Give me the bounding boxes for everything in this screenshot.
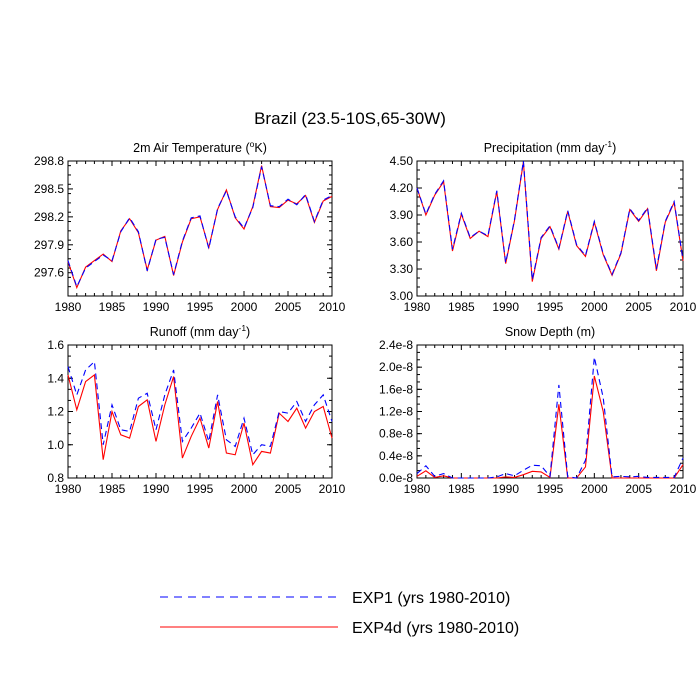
legend: EXP1 (yrs 1980-2010) EXP4d (yrs 1980-201… bbox=[160, 590, 519, 637]
series-line-exp1 bbox=[416, 160, 684, 280]
y-tick-label: 4.50 bbox=[390, 154, 414, 168]
y-tick-label: 1.6e-8 bbox=[379, 382, 413, 396]
x-tick-label: 2005 bbox=[625, 300, 652, 314]
y-tick-label: 1.2e-8 bbox=[379, 405, 413, 419]
y-tick-label: 298.8 bbox=[34, 154, 64, 168]
x-tick-label: 1985 bbox=[448, 482, 475, 496]
x-tick-label: 2000 bbox=[581, 482, 608, 496]
x-tick-label: 1980 bbox=[55, 300, 82, 314]
x-tick-label: 1990 bbox=[143, 482, 170, 496]
y-tick-label: 0.8e-8 bbox=[379, 427, 413, 441]
y-tick-label: 297.6 bbox=[34, 266, 64, 280]
panel-title: Snow Depth (m) bbox=[505, 325, 595, 339]
y-tick-label: 1.2 bbox=[47, 405, 64, 419]
plot-frame bbox=[416, 344, 684, 479]
figure-title: Brazil (23.5-10S,65-30W) bbox=[254, 109, 446, 128]
x-tick-label: 1995 bbox=[537, 300, 564, 314]
series-line-exp1 bbox=[67, 360, 333, 456]
panel-air-temperature: 2m Air Temperature (oK) 1980 1985 1990 1995 2… bbox=[34, 139, 346, 314]
y-tick-label: 0.0e-8 bbox=[379, 471, 413, 485]
y-tick-label: 3.00 bbox=[390, 289, 414, 303]
plot-frame bbox=[67, 160, 333, 297]
x-tick-label: 1985 bbox=[99, 300, 126, 314]
x-tick-label: 2000 bbox=[231, 482, 258, 496]
legend-label-exp4d: EXP4d (yrs 1980-2010) bbox=[352, 620, 519, 637]
series-line-exp4d bbox=[416, 161, 684, 282]
y-tick-label: 3.30 bbox=[390, 262, 414, 276]
x-tick-label: 1990 bbox=[492, 300, 519, 314]
x-tick-label: 2010 bbox=[670, 300, 697, 314]
y-tick-label: 1.4 bbox=[47, 371, 64, 385]
series-line-exp4d bbox=[416, 375, 684, 479]
y-tick-label: 3.90 bbox=[390, 208, 414, 222]
x-tick-label: 2005 bbox=[625, 482, 652, 496]
x-tick-label: 1995 bbox=[187, 300, 214, 314]
plot-frame bbox=[67, 344, 333, 479]
y-tick-label: 1.6 bbox=[47, 338, 64, 352]
y-tick-label: 2.0e-8 bbox=[379, 360, 413, 374]
y-tick-label: 298.5 bbox=[34, 182, 64, 196]
x-tick-label: 1980 bbox=[404, 482, 431, 496]
y-tick-label: 0.4e-8 bbox=[379, 449, 413, 463]
y-tick-label: 298.2 bbox=[34, 210, 64, 224]
x-tick-label: 2000 bbox=[231, 300, 258, 314]
panel-runoff: Runoff (mm day-1) 1980 1985 1990 1995 2000 200… bbox=[47, 323, 345, 496]
series-line-exp1 bbox=[416, 357, 684, 479]
x-tick-label: 1980 bbox=[404, 300, 431, 314]
plot-frame bbox=[416, 160, 684, 297]
panel-precipitation: Precipitation (mm day-1) 1980 1985 1990 1995… bbox=[390, 139, 697, 314]
x-tick-label: 2005 bbox=[275, 300, 302, 314]
x-tick-label: 2005 bbox=[275, 482, 302, 496]
x-tick-label: 2010 bbox=[319, 300, 346, 314]
y-tick-label: 2.4e-8 bbox=[379, 338, 413, 352]
y-tick-label: 4.20 bbox=[390, 181, 414, 195]
panel-title: Precipitation (mm day-1) bbox=[484, 139, 617, 155]
y-tick-label: 3.60 bbox=[390, 235, 414, 249]
x-tick-label: 2010 bbox=[670, 482, 697, 496]
x-tick-label: 1995 bbox=[187, 482, 214, 496]
panel-title: Runoff (mm day-1) bbox=[150, 323, 250, 339]
series-line-exp1 bbox=[67, 166, 333, 289]
panel-snow-depth: Snow Depth (m) 1980 1985 1990 1995 2000 2005 20… bbox=[379, 325, 697, 496]
series-line-exp4d bbox=[67, 373, 333, 467]
panel-title: 2m Air Temperature (oK) bbox=[133, 139, 267, 155]
x-tick-label: 1985 bbox=[99, 482, 126, 496]
y-tick-label: 297.9 bbox=[34, 238, 64, 252]
x-tick-label: 2000 bbox=[581, 300, 608, 314]
y-tick-label: 1.0 bbox=[47, 438, 64, 452]
x-tick-label: 1985 bbox=[448, 300, 475, 314]
x-tick-label: 1980 bbox=[55, 482, 82, 496]
legend-label-exp1: EXP1 (yrs 1980-2010) bbox=[352, 590, 510, 607]
x-tick-label: 1990 bbox=[492, 482, 519, 496]
x-tick-label: 2010 bbox=[319, 482, 346, 496]
series-line-exp4d bbox=[67, 165, 333, 290]
y-tick-label: 0.8 bbox=[47, 471, 64, 485]
x-tick-label: 1990 bbox=[143, 300, 170, 314]
x-tick-label: 1995 bbox=[537, 482, 564, 496]
